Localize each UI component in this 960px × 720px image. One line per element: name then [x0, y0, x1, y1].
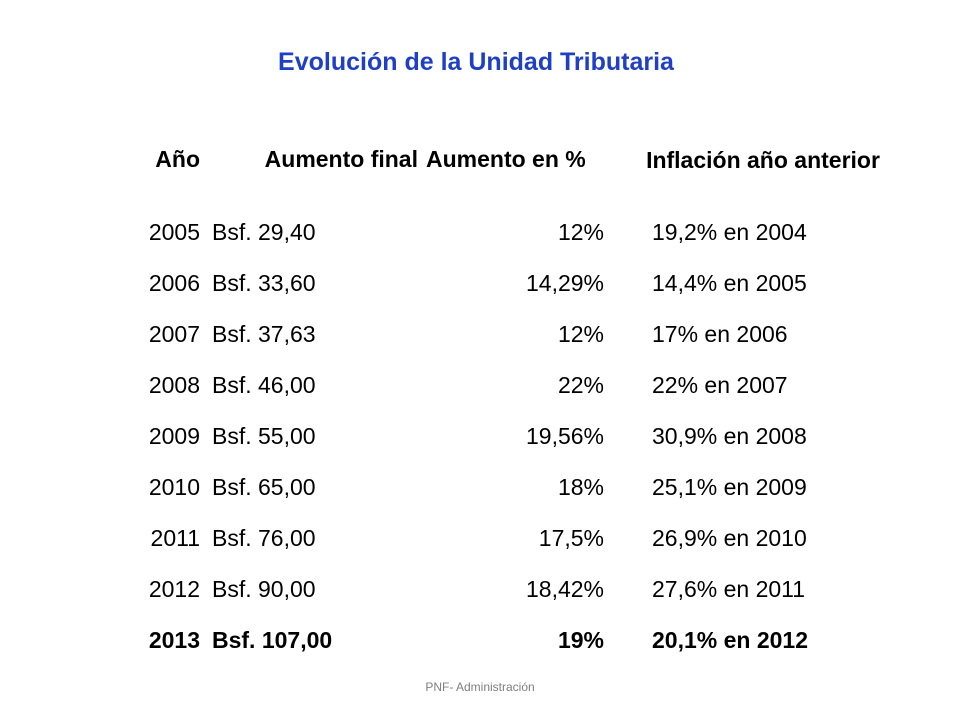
cell-percent-increase: 19%	[557, 627, 604, 653]
cell-year: 2011	[150, 525, 200, 551]
cell-prior-year-inflation: 20,1% en 2012	[652, 627, 809, 653]
cell-prior-year-inflation: 19,2% en 2004	[652, 219, 807, 245]
cell-final-increase: Bsf. 55,00	[212, 423, 316, 449]
cell-prior-year-inflation: 27,6% en 2011	[652, 576, 806, 602]
cell-year: 2012	[148, 576, 200, 602]
table-row: 2010 Bsf. 65,00 18% 25,1% en 2009	[116, 462, 882, 513]
cell-prior-year-inflation: 26,9% en 2010	[652, 525, 807, 551]
cell-prior-year-inflation: 30,9% en 2008	[652, 423, 807, 449]
cell-year: 2008	[148, 372, 200, 398]
header-year: Año	[155, 146, 200, 172]
cell-final-increase: Bsf. 107,00	[212, 627, 333, 653]
cell-final-increase: Bsf. 76,00	[212, 525, 316, 551]
cell-prior-year-inflation: 25,1% en 2009	[652, 474, 807, 500]
cell-percent-increase: 19,56%	[525, 423, 604, 449]
header-percent-increase: Aumento en %	[426, 146, 586, 172]
table-header-row: Año Aumento final Aumento en % Inflación…	[116, 112, 882, 207]
cell-prior-year-inflation: 22% en 2007	[652, 372, 788, 398]
cell-year: 2007	[148, 321, 200, 347]
cell-final-increase: Bsf. 90,00	[212, 576, 316, 602]
cell-final-increase: Bsf. 33,60	[212, 270, 316, 296]
cell-prior-year-inflation: 17% en 2006	[652, 321, 788, 347]
cell-final-increase: Bsf. 29,40	[212, 219, 316, 245]
header-final-increase: Aumento final	[264, 146, 418, 172]
cell-final-increase: Bsf. 37,63	[212, 321, 316, 347]
cell-percent-increase: 22%	[557, 372, 604, 398]
cell-percent-increase: 18%	[557, 474, 604, 500]
cell-percent-increase: 18,42%	[525, 576, 604, 602]
cell-year: 2005	[148, 219, 200, 245]
cell-prior-year-inflation: 14,4% en 2005	[652, 270, 807, 296]
table-row: 2012 Bsf. 90,00 18,42% 27,6% en 2011	[116, 564, 882, 615]
cell-percent-increase: 12%	[557, 219, 604, 245]
cell-year: 2013	[148, 627, 200, 653]
cell-percent-increase: 17,5%	[538, 525, 604, 551]
cell-year: 2006	[148, 270, 200, 296]
slide-title: Evolución de la Unidad Tributaria	[278, 48, 674, 76]
cell-year: 2010	[148, 474, 200, 500]
cell-percent-increase: 12%	[557, 321, 604, 347]
footer-label: PNF- Administración	[425, 680, 535, 694]
table-row: 2011 Bsf. 76,00 17,5% 26,9% en 2010	[116, 513, 882, 564]
cell-final-increase: Bsf. 65,00	[212, 474, 316, 500]
cell-year: 2009	[148, 423, 200, 449]
tax-unit-table: Año Aumento final Aumento en % Inflación…	[116, 112, 882, 666]
table-row: 2013 Bsf. 107,00 19% 20,1% en 2012	[116, 615, 882, 666]
table-row: 2005 Bsf. 29,40 12% 19,2% en 2004	[116, 207, 882, 258]
cell-final-increase: Bsf. 46,00	[212, 372, 316, 398]
table-row: 2006 Bsf. 33,60 14,29% 14,4% en 2005	[116, 258, 882, 309]
table-body: Año Aumento final Aumento en % Inflación…	[116, 112, 882, 666]
cell-percent-increase: 14,29%	[525, 270, 604, 296]
table-row: 2008 Bsf. 46,00 22% 22% en 2007	[116, 360, 882, 411]
header-prior-year-inflation: Inflación año anterior	[646, 146, 880, 173]
table-row: 2009 Bsf. 55,00 19,56% 30,9% en 2008	[116, 411, 882, 462]
table-row: 2007 Bsf. 37,63 12% 17% en 2006	[116, 309, 882, 360]
